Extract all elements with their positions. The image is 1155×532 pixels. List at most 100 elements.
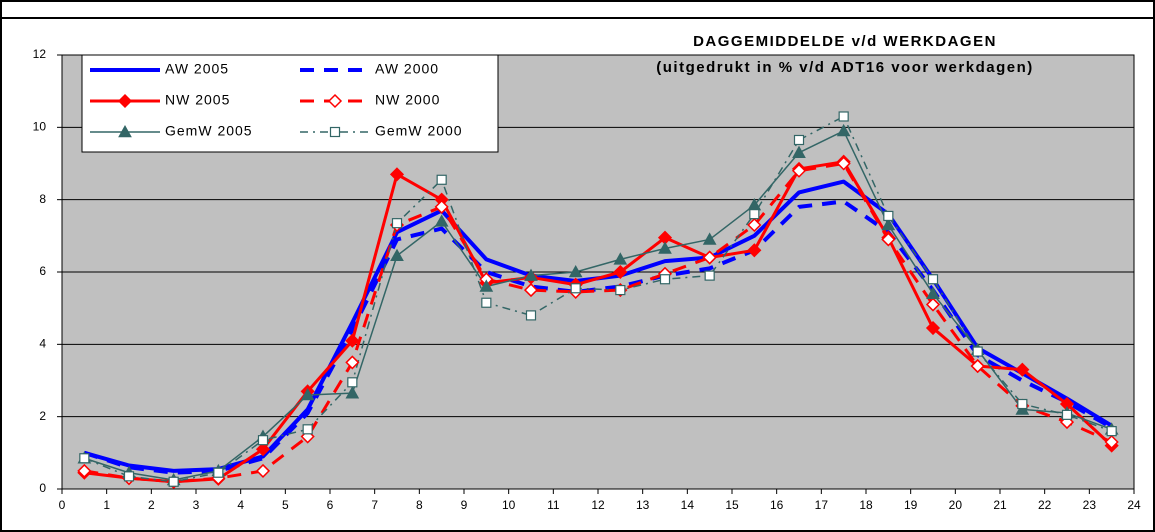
marker <box>883 210 894 222</box>
chart-subtitle: (uitgedrukt in % v/d ADT16 voor werkdage… <box>656 59 1034 76</box>
marker <box>925 320 941 336</box>
series-line <box>84 160 1113 484</box>
marker <box>1061 409 1073 420</box>
marker <box>434 199 449 214</box>
marker <box>329 126 341 138</box>
marker <box>613 252 628 265</box>
marker <box>77 463 92 478</box>
chart-title: DAGGEMIDDELDE v/d WERKDAGEN <box>693 33 997 50</box>
marker <box>881 232 896 247</box>
marker <box>792 145 806 158</box>
marker <box>524 268 538 281</box>
x-tick-label: 15 <box>725 498 739 512</box>
marker <box>434 214 449 227</box>
marker <box>436 174 447 185</box>
marker <box>481 297 492 308</box>
marker <box>702 250 717 265</box>
y-tick-label: 0 <box>39 481 46 495</box>
marker <box>347 377 358 388</box>
marker <box>927 274 939 285</box>
marker <box>1104 434 1119 450</box>
legend-label: NW 2000 <box>375 92 440 108</box>
marker <box>117 93 133 109</box>
x-tick-label: 0 <box>59 498 66 512</box>
x-tick-label: 16 <box>770 498 784 512</box>
marker <box>836 123 851 137</box>
x-tick-label: 21 <box>993 498 1007 512</box>
legend-label: GemW 2000 <box>375 123 463 139</box>
marker <box>615 284 626 296</box>
marker <box>300 387 315 401</box>
marker <box>836 156 851 171</box>
marker <box>791 163 807 178</box>
marker <box>302 424 313 435</box>
legend-label: GemW 2005 <box>165 123 253 139</box>
marker <box>749 209 760 220</box>
x-tick-label: 24 <box>1127 498 1141 512</box>
x-tick-label: 4 <box>237 498 244 512</box>
marker <box>613 264 628 280</box>
marker <box>345 355 360 370</box>
marker <box>257 435 269 446</box>
x-tick-label: 13 <box>636 498 650 512</box>
marker <box>881 217 896 231</box>
marker <box>479 279 494 292</box>
x-tick-label: 10 <box>502 498 516 512</box>
marker <box>925 297 941 312</box>
y-tick-label: 8 <box>39 192 46 206</box>
marker <box>345 386 360 399</box>
marker <box>570 283 581 294</box>
marker <box>391 218 403 229</box>
marker <box>793 134 805 146</box>
x-tick-label: 20 <box>949 498 963 512</box>
y-tick-label: 2 <box>39 409 46 423</box>
marker <box>79 453 90 464</box>
x-tick-label: 19 <box>904 498 918 512</box>
x-tick-label: 18 <box>859 498 873 512</box>
legend-entries: AW 2005 AW 2000 NW 2005 NW 2000 GemW 2005 Gem… <box>90 61 463 139</box>
marker <box>838 111 849 122</box>
x-tick-label: 8 <box>416 498 423 512</box>
marker <box>389 167 405 182</box>
marker <box>704 270 715 281</box>
marker <box>926 286 940 299</box>
x-tick-label: 12 <box>591 498 605 512</box>
legend-label: NW 2005 <box>165 92 230 108</box>
legend <box>81 54 499 153</box>
marker <box>255 442 271 457</box>
marker <box>747 217 762 233</box>
x-tick-label: 5 <box>282 498 289 512</box>
y-tick-label: 6 <box>39 264 46 278</box>
marker <box>523 283 539 298</box>
marker <box>255 463 271 478</box>
series-line <box>83 199 1113 475</box>
legend-label: AW 2000 <box>375 61 439 77</box>
marker <box>972 346 983 357</box>
series-lines <box>77 111 1119 489</box>
marker <box>213 467 224 478</box>
y-tick-label: 4 <box>39 337 46 351</box>
x-tick-label: 1 <box>103 498 110 512</box>
legend-label: AW 2005 <box>165 61 229 77</box>
x-tick-label: 23 <box>1083 498 1097 512</box>
y-tick-label: 10 <box>33 120 47 134</box>
x-tick-label: 7 <box>371 498 378 512</box>
x-tick-label: 14 <box>681 498 695 512</box>
marker <box>390 248 404 262</box>
marker <box>970 358 985 374</box>
marker <box>345 333 360 348</box>
x-tick-label: 17 <box>815 498 829 512</box>
x-tick-label: 2 <box>148 498 155 512</box>
marker <box>1015 362 1030 377</box>
marker <box>1106 426 1117 437</box>
series-line <box>84 130 1112 481</box>
marker <box>118 124 132 138</box>
marker <box>327 93 343 109</box>
marker <box>123 471 135 482</box>
x-tick-label: 9 <box>461 498 468 512</box>
marker <box>525 310 537 321</box>
marker <box>168 476 179 487</box>
x-tick-label: 6 <box>327 498 334 512</box>
